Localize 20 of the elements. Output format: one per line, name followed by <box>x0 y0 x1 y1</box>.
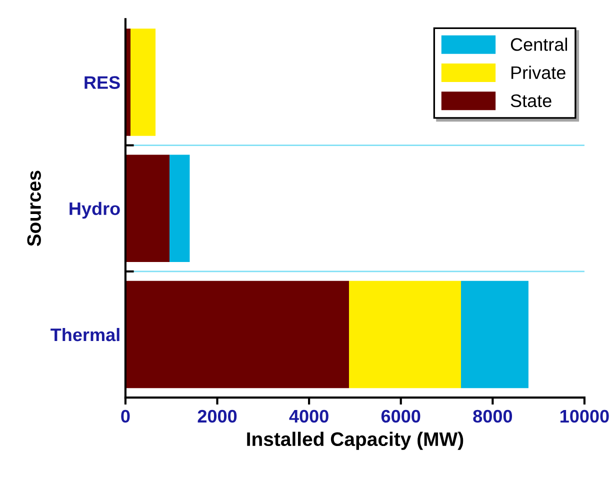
x-tick-label: 10000 <box>560 410 609 423</box>
bar <box>125 280 349 388</box>
x-tick-label: 6000 <box>381 410 420 423</box>
y-tick-label: Hydro <box>70 202 120 219</box>
bar <box>460 280 528 388</box>
x-tick-label: 2000 <box>198 410 237 423</box>
bar <box>130 28 156 136</box>
legend-label: Central <box>510 38 568 51</box>
bar <box>125 154 170 262</box>
y-axis-title: Sources <box>27 170 41 246</box>
legend-label: Private <box>511 66 566 80</box>
x-axis-title: Installed Capacity (MW) <box>247 432 464 450</box>
x-tick-label: 0 <box>121 410 130 423</box>
x-tick-label: 4000 <box>289 410 328 423</box>
bar <box>170 154 190 262</box>
bar <box>348 280 461 388</box>
legend-label: State <box>510 94 552 108</box>
y-tick-label: Thermal <box>50 328 120 342</box>
y-tick-label: RES <box>84 76 120 89</box>
x-tick-label: 8000 <box>473 410 512 423</box>
